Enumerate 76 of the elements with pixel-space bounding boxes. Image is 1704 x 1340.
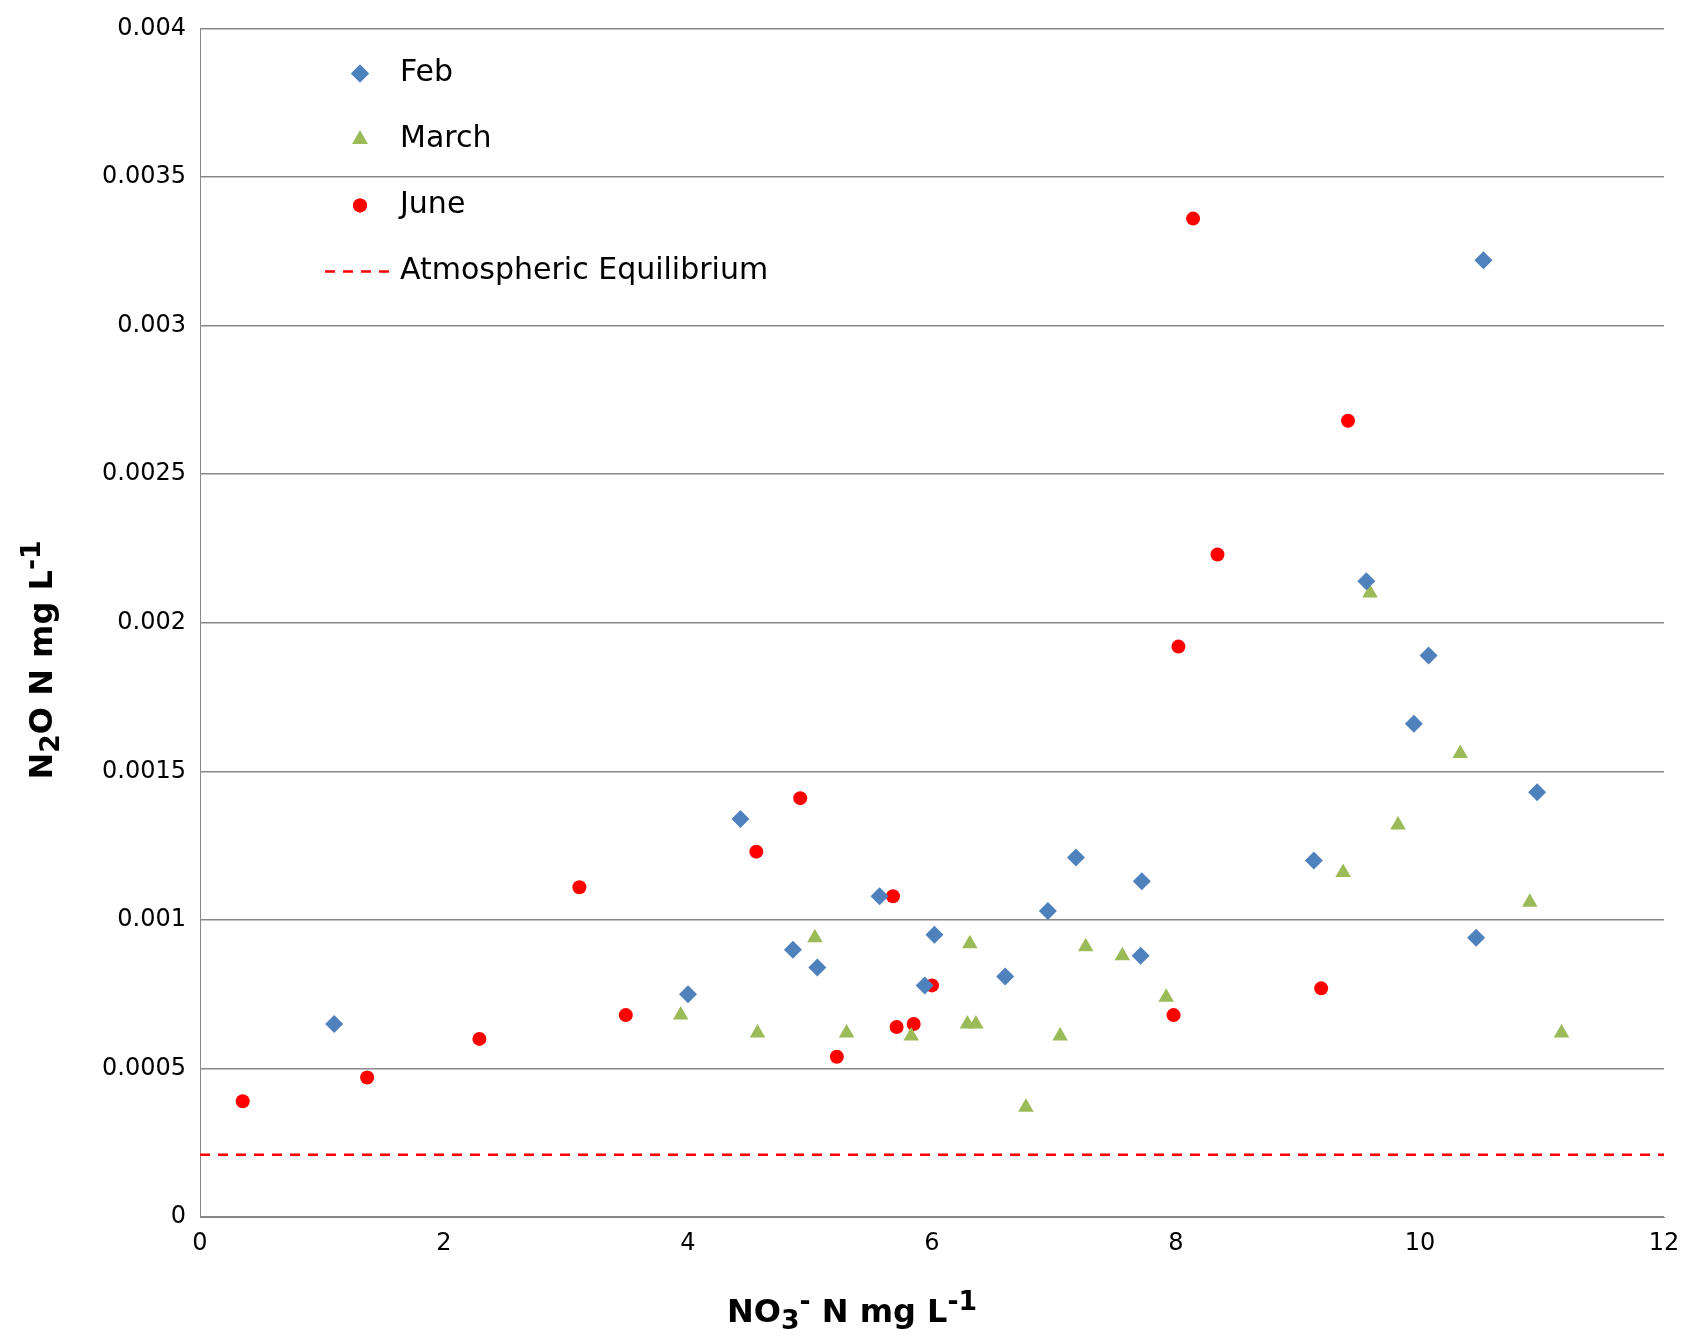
point — [1467, 928, 1486, 947]
point — [1335, 863, 1351, 877]
point — [1528, 783, 1547, 802]
point — [889, 1019, 904, 1034]
y-tick-label: 0.0005 — [102, 1052, 186, 1081]
x-tick-label: 2 — [436, 1227, 452, 1256]
point — [618, 1008, 633, 1023]
point — [1474, 251, 1493, 270]
point — [870, 887, 889, 906]
point — [962, 934, 978, 949]
point — [1171, 639, 1186, 654]
point — [672, 1006, 689, 1020]
point — [906, 1017, 921, 1032]
point — [1038, 902, 1057, 921]
y-tick-label: 0.0025 — [102, 458, 186, 487]
point — [472, 1031, 487, 1046]
point — [1186, 211, 1201, 226]
point — [1052, 1026, 1068, 1041]
point — [925, 925, 944, 944]
y-tick-label: 0.001 — [117, 904, 186, 933]
point — [360, 1070, 375, 1085]
point — [572, 880, 587, 895]
x-tick-label: 4 — [680, 1227, 696, 1256]
y-tick-label: 0.002 — [117, 607, 186, 636]
point — [996, 967, 1015, 986]
point — [1357, 572, 1376, 591]
x-tick-label: 6 — [924, 1227, 940, 1256]
point — [1166, 1008, 1181, 1023]
point — [1018, 1098, 1034, 1112]
point — [968, 1015, 984, 1029]
point — [1522, 893, 1538, 907]
y-tick-label: 0.003 — [117, 309, 186, 338]
point — [808, 958, 827, 977]
x-tick-label: 8 — [1168, 1227, 1184, 1256]
point — [1132, 872, 1151, 891]
point — [1452, 744, 1469, 759]
y-tick-label: 0.004 — [117, 12, 186, 41]
point — [1419, 646, 1438, 665]
point — [1314, 981, 1329, 996]
point — [749, 1023, 766, 1038]
point — [1066, 848, 1085, 867]
point — [1404, 714, 1423, 733]
point — [749, 844, 764, 859]
point — [235, 1094, 250, 1109]
point — [325, 1015, 344, 1034]
point — [1362, 584, 1378, 598]
legend-label: Atmospheric Equilibrium — [400, 251, 769, 287]
point — [903, 1026, 920, 1041]
point — [1390, 815, 1406, 830]
y-tick-label: 0.0015 — [102, 755, 186, 784]
point — [1158, 988, 1175, 1002]
x-axis-title: NO$_{3}$$^{-}$ N mg L$^{-1}$ — [725, 1285, 979, 1336]
point — [1114, 946, 1131, 961]
point — [915, 976, 934, 995]
x-tick-label: 0 — [192, 1227, 208, 1256]
y-tick-label: 0.0035 — [102, 161, 186, 190]
point — [1077, 937, 1094, 952]
x-tick-label: 10 — [1404, 1227, 1436, 1256]
point — [1553, 1023, 1570, 1038]
point — [1131, 946, 1150, 965]
point — [1341, 413, 1356, 428]
point — [885, 889, 900, 904]
point — [679, 985, 697, 1004]
point — [793, 791, 808, 806]
legend-label: March — [400, 119, 492, 155]
y-tick-label: 0 — [170, 1201, 186, 1230]
point — [829, 1049, 844, 1064]
legend-label: Feb — [400, 53, 454, 89]
point — [807, 928, 823, 943]
point — [1304, 851, 1323, 870]
x-tick-label: 12 — [1648, 1227, 1680, 1256]
legend-label: June — [398, 185, 466, 221]
point — [731, 809, 750, 828]
point — [783, 940, 802, 959]
point — [838, 1023, 855, 1038]
point — [1210, 547, 1225, 562]
